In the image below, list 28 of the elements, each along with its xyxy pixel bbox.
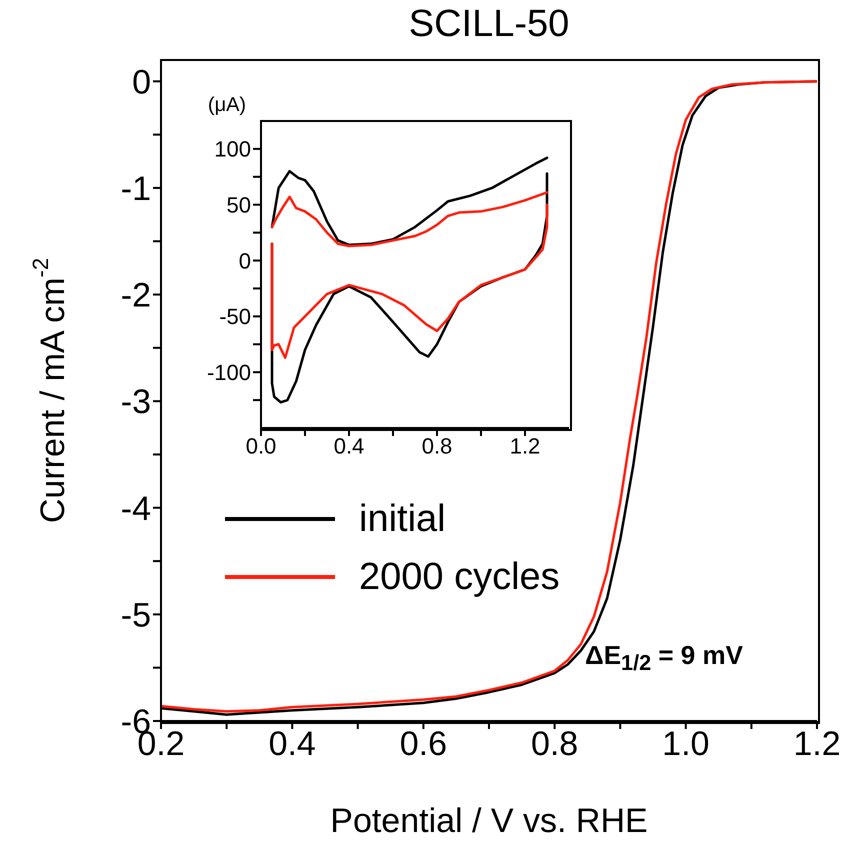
y-tick-label: -100 <box>206 360 251 385</box>
y-axis-title: (μA) <box>208 94 246 116</box>
y-tick-label: 100 <box>214 136 251 162</box>
y-tick-label: -2 <box>120 276 151 315</box>
y-tick-label: 0 <box>132 63 151 102</box>
x-tick-label: 0.8 <box>530 725 578 764</box>
legend-label: 2000 cycles <box>359 556 560 598</box>
x-tick-label: 0.8 <box>422 434 452 459</box>
x-tick-label: 0.6 <box>400 725 448 764</box>
y-tick-label: -3 <box>120 383 151 422</box>
x-tick-label: 1.2 <box>510 434 540 459</box>
x-tick-label: 1.2 <box>793 725 841 764</box>
line-series <box>270 203 548 359</box>
x-tick-label: 0.4 <box>334 434 364 459</box>
y-tick-label: -1 <box>120 170 151 208</box>
y-tick-label: 0 <box>238 248 251 274</box>
x-tick-label: 0.4 <box>268 725 316 764</box>
legend-label: initial <box>359 498 446 540</box>
y-tick-label: 50 <box>226 192 251 218</box>
line-series <box>270 191 548 248</box>
x-tick-label: 1.0 <box>662 725 710 764</box>
x-axis-title: Potential / V vs. RHE <box>330 802 648 840</box>
chart-title: SCILL-50 <box>408 2 570 47</box>
y-tick-label: -50 <box>219 304 251 330</box>
annotation: ΔE$_{1/2}$ = 9 mV <box>585 640 743 676</box>
y-tick-label: -5 <box>120 596 151 634</box>
y-tick-label: -4 <box>120 490 151 528</box>
x-tick-label: 0.0 <box>246 434 276 459</box>
